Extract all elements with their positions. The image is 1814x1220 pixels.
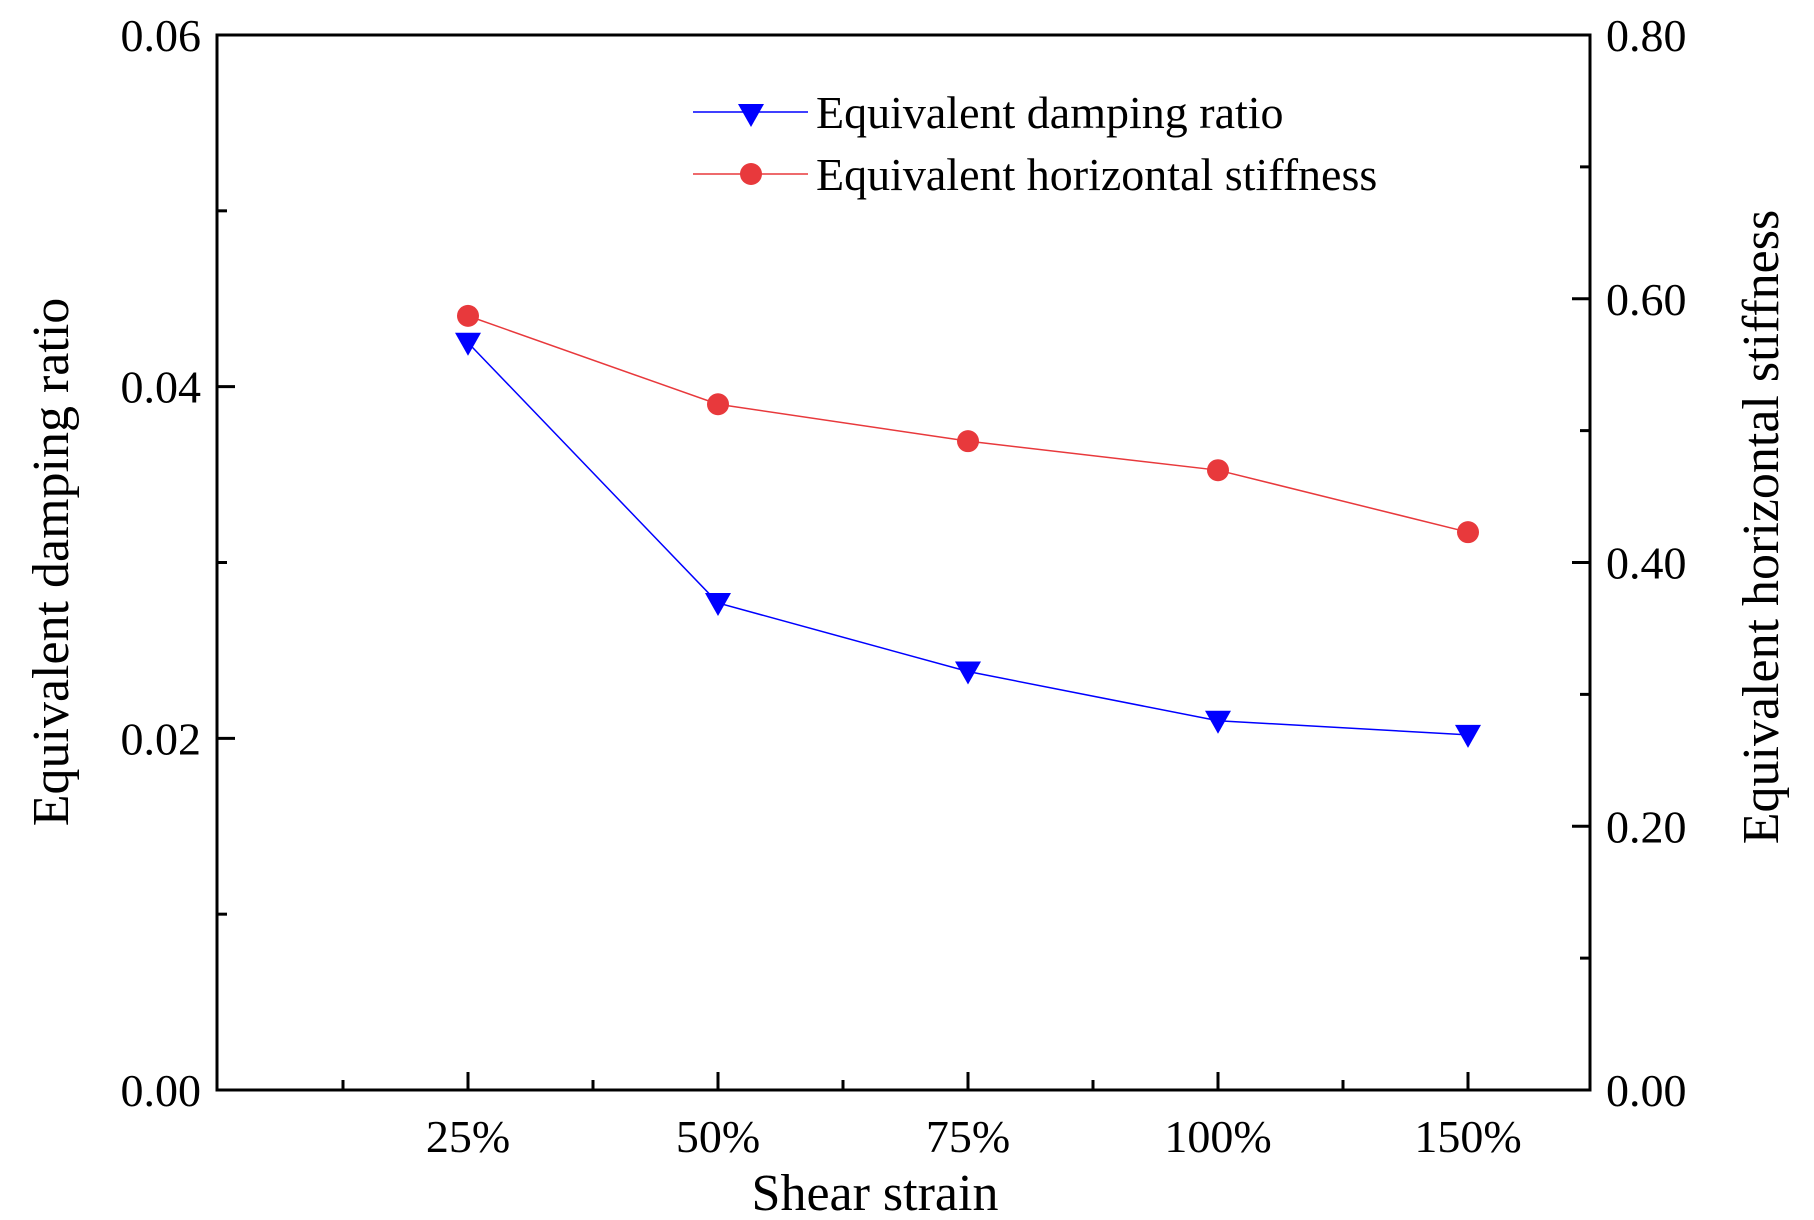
damping-point	[1205, 710, 1231, 734]
y2-tick-label: 0.00	[1606, 1065, 1687, 1116]
y2-tick-label: 0.80	[1606, 10, 1687, 61]
y2-tick-label: 0.40	[1606, 538, 1687, 589]
legend-marker-stiffness	[740, 163, 762, 185]
x-tick-label: 75%	[926, 1111, 1010, 1162]
stiffness-point	[1207, 459, 1229, 482]
stiffness-point	[1457, 521, 1479, 544]
legend-marker-damping	[738, 104, 764, 127]
damping-point	[955, 661, 981, 685]
legend-label-damping: Equivalent damping ratio	[816, 87, 1284, 138]
y-tick-label: 0.06	[121, 10, 202, 61]
damping-point	[455, 332, 481, 356]
y2-tick-label: 0.60	[1606, 274, 1687, 325]
y-tick-label: 0.00	[121, 1065, 202, 1116]
legend-label-stiffness: Equivalent horizontal stiffness	[816, 149, 1377, 200]
legend: Equivalent damping ratio Equivalent hori…	[693, 87, 1377, 200]
y-tick-label: 0.04	[121, 362, 202, 413]
y2-tick-label: 0.20	[1606, 801, 1687, 852]
series-layer	[455, 304, 1481, 748]
stiffness-point	[707, 393, 729, 416]
damping-point	[1455, 724, 1481, 748]
y-axis-title: Equivalent damping ratio	[23, 298, 80, 827]
stiffness-point	[457, 304, 479, 327]
x-tick-label: 50%	[676, 1111, 760, 1162]
damping-point	[705, 592, 731, 616]
y-axis-left: 0.00 0.02 0.04 0.06	[121, 10, 235, 1116]
y2-axis-title: Equivalent horizontal stiffness	[1733, 210, 1790, 844]
x-tick-label: 150%	[1414, 1111, 1521, 1162]
y-axis-right: 0.00 0.20 0.40 0.60 0.80	[1572, 10, 1687, 1116]
x-tick-label: 100%	[1164, 1111, 1271, 1162]
stiffness-point	[957, 430, 979, 453]
x-tick-label: 25%	[426, 1111, 510, 1162]
x-axis: 25% 50% 75% 100% 150%	[341, 1072, 1522, 1162]
x-axis-title: Shear strain	[752, 1165, 999, 1220]
y-tick-label: 0.02	[121, 713, 202, 764]
